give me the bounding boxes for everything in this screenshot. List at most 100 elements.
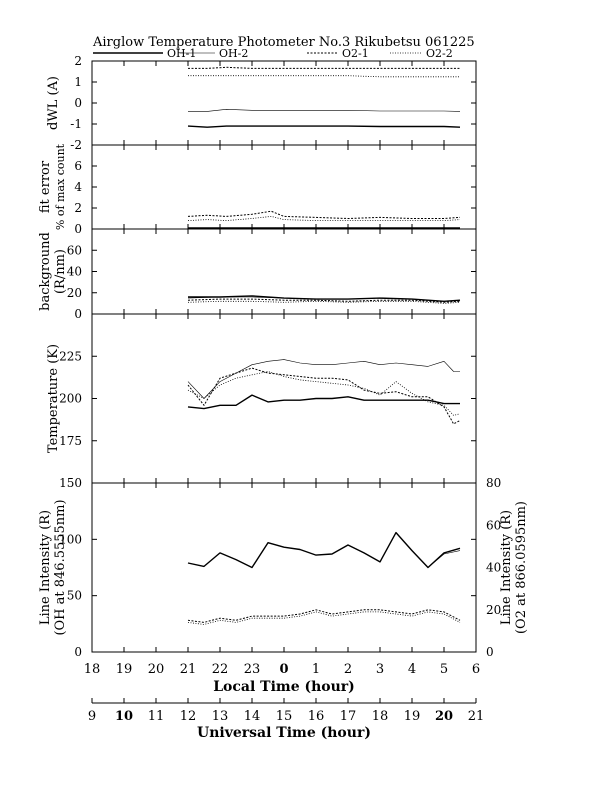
ut-tick-label: 12 bbox=[180, 709, 197, 724]
local-tick-label: 4 bbox=[408, 662, 416, 677]
y2-axis-label: Line Intensity (R) bbox=[499, 510, 514, 625]
y2-tick-label: 80 bbox=[486, 476, 501, 490]
series-line-fit-o2-2 bbox=[187, 216, 461, 221]
series-line-bg-o2-1 bbox=[187, 298, 461, 303]
series-line-dwl-oh-1 bbox=[187, 125, 461, 128]
local-tick-label: 3 bbox=[376, 662, 384, 677]
y-axis-label: dWL (A) bbox=[46, 76, 61, 130]
y-tick-label: 0 bbox=[74, 222, 82, 236]
y-axis-label: background bbox=[38, 232, 53, 311]
y2-tick-label: 60 bbox=[486, 518, 501, 532]
ut-tick-label: 16 bbox=[308, 709, 325, 724]
ut-tick-label: 18 bbox=[372, 709, 389, 724]
series-line-dwl-o2-1 bbox=[188, 66, 460, 69]
local-tick-label: 23 bbox=[244, 662, 261, 677]
y2-tick-label: 40 bbox=[486, 561, 501, 575]
y-axis-label: Temperature (K) bbox=[46, 344, 61, 453]
ut-tick-label: 11 bbox=[148, 709, 165, 724]
series-line-intensity-o2-2 bbox=[187, 611, 461, 625]
panel-bg: 60 40 20 0 background (R/nm) bbox=[38, 228, 477, 321]
ut-tick-label: 10 bbox=[115, 709, 133, 724]
local-tick-label: 2 bbox=[344, 662, 352, 677]
legend-label: O2-2 bbox=[426, 47, 453, 60]
y-tick-label: 6 bbox=[74, 159, 82, 173]
series-line-temp-oh-2 bbox=[187, 359, 460, 399]
y-axis-label: Line Intensity (R) bbox=[38, 510, 53, 625]
y-axis-label: fit error bbox=[38, 160, 53, 213]
y-tick-label: 0 bbox=[74, 96, 82, 110]
local-tick-label: 18 bbox=[84, 662, 101, 677]
y-tick-label: 225 bbox=[59, 349, 82, 363]
ut-tick-label: 20 bbox=[435, 709, 453, 724]
panel-frame bbox=[91, 313, 477, 484]
panel-fit: 6 4 2 0 fit error% of max count bbox=[38, 143, 477, 236]
series-line-dwl-oh-2 bbox=[188, 109, 461, 112]
series-line-bg-oh-2 bbox=[187, 296, 461, 302]
y2-axis-label-2: (O2 at 866.0595nm) bbox=[514, 501, 529, 634]
legend-label: OH-2 bbox=[219, 47, 248, 60]
panel-frame bbox=[91, 144, 477, 230]
y-axis-label-2: (OH at 846.5555nm) bbox=[53, 499, 68, 635]
panel-frame bbox=[91, 60, 477, 146]
ut-time-label: Universal Time (hour) bbox=[197, 725, 371, 741]
local-tick-label: 21 bbox=[180, 662, 197, 677]
legend-item-o2-2: O2-2 bbox=[390, 47, 453, 60]
local-tick-label: 0 bbox=[279, 662, 288, 677]
y-tick-label: 2 bbox=[74, 54, 82, 68]
ut-tick-label: 14 bbox=[244, 709, 261, 724]
local-time-label: Local Time (hour) bbox=[213, 679, 355, 695]
legend-item-oh-2: OH-2 bbox=[180, 47, 248, 60]
legend-label: O2-1 bbox=[342, 47, 369, 60]
local-tick-label: 20 bbox=[148, 662, 165, 677]
series-line-dwl-o2-2 bbox=[188, 75, 460, 78]
series-line-bg-o2-2 bbox=[187, 300, 461, 304]
y-tick-label: -1 bbox=[70, 117, 82, 131]
y-tick-label: -2 bbox=[70, 138, 82, 152]
ut-tick-label: 21 bbox=[468, 709, 485, 724]
y-tick-label: 175 bbox=[59, 434, 82, 448]
legend-item-oh-1: OH-1 bbox=[93, 47, 196, 60]
y-tick-label: 100 bbox=[59, 532, 82, 546]
series-line-temp-o2-1 bbox=[187, 367, 461, 425]
ut-tick-label: 19 bbox=[404, 709, 421, 724]
chart-title: Airglow Temperature Photometer No.3 Riku… bbox=[92, 35, 475, 50]
ut-tick-label: 13 bbox=[212, 709, 229, 724]
legend-item-o2-1: O2-1 bbox=[307, 47, 369, 60]
series-line-temp-o2-2 bbox=[187, 371, 461, 416]
local-tick-label: 5 bbox=[440, 662, 448, 677]
y-tick-label: 50 bbox=[67, 589, 82, 603]
y-axis-label-2: (R/nm) bbox=[53, 249, 68, 294]
local-tick-label: 22 bbox=[212, 662, 229, 677]
y-tick-label: 0 bbox=[74, 307, 82, 321]
panel-frame bbox=[91, 482, 477, 653]
panel-dwl: 2 1 0 -1 -2 dWL (A) bbox=[46, 54, 477, 152]
ut-tick-label: 17 bbox=[340, 709, 357, 724]
local-tick-label: 19 bbox=[116, 662, 133, 677]
local-tick-label: 1 bbox=[312, 662, 320, 677]
series-line-intensity-oh-2 bbox=[187, 532, 461, 568]
y2-tick-label: 20 bbox=[486, 603, 501, 617]
series-line-intensity-o2-1 bbox=[187, 609, 461, 623]
panel-frame bbox=[91, 228, 477, 315]
y-tick-label: 2 bbox=[74, 201, 82, 215]
y-tick-label: 0 bbox=[74, 645, 82, 659]
series-line-temp-oh-1 bbox=[187, 394, 460, 410]
y-tick-label: 60 bbox=[67, 243, 82, 257]
y-axis-label-2: % of max count bbox=[54, 143, 67, 230]
series-line-fit-o2-1 bbox=[187, 210, 461, 219]
legend: OH-1 OH-2 O2-1 O2-2 bbox=[93, 47, 453, 60]
series-line-intensity-oh-1 bbox=[187, 531, 461, 569]
y-tick-label: 150 bbox=[59, 476, 82, 490]
local-tick-label: 6 bbox=[472, 662, 480, 677]
y-tick-label: 40 bbox=[67, 265, 82, 279]
y-tick-label: 20 bbox=[67, 286, 82, 300]
y2-tick-label: 0 bbox=[486, 645, 494, 659]
ut-tick-label: 9 bbox=[88, 709, 96, 724]
y-tick-label: 1 bbox=[74, 75, 82, 89]
y-tick-label: 4 bbox=[74, 180, 82, 194]
